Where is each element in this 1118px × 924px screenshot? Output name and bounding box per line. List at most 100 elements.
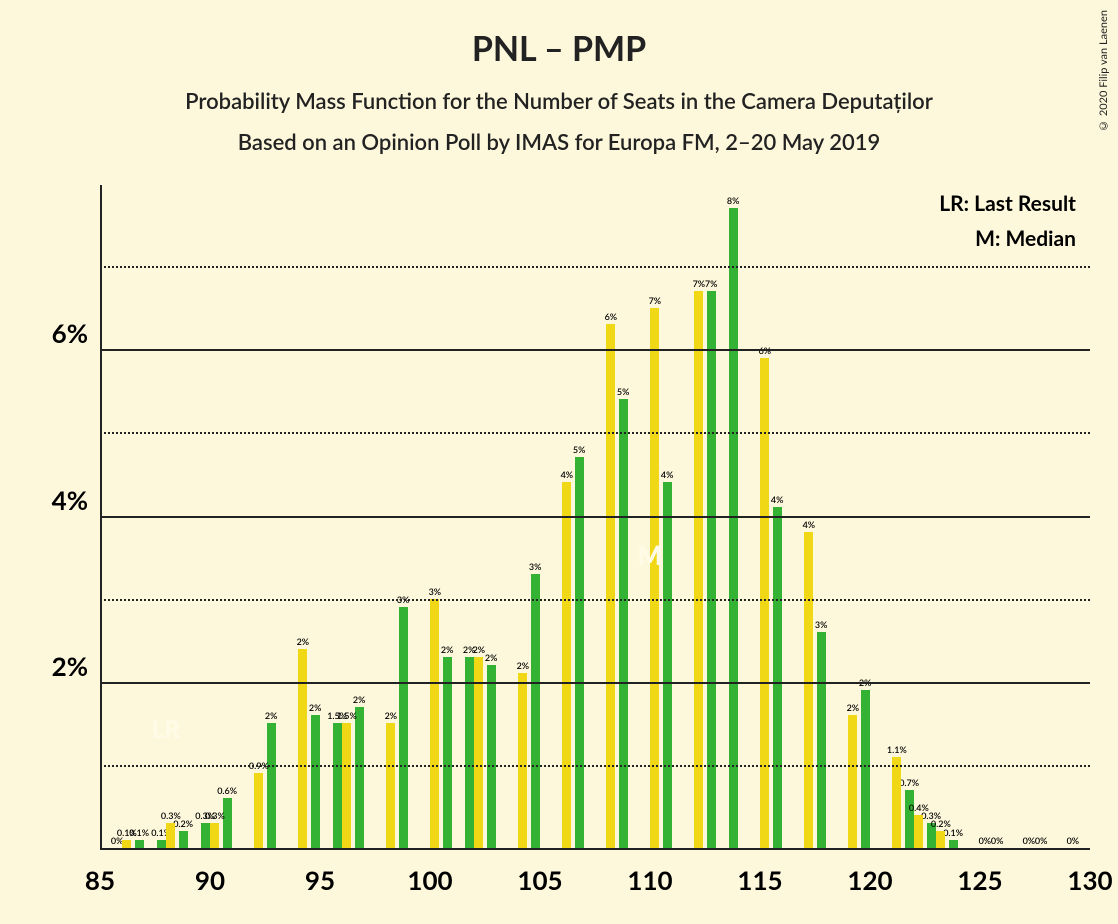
chart-container: © 2020 Filip van Laenen PNL – PMP Probab… — [0, 0, 1118, 924]
bar-value-label: 0.1% — [117, 827, 137, 840]
bar-green: 3% — [531, 574, 540, 848]
bar-value-label: 1.5% — [337, 710, 357, 723]
bar-yellow: 0.1% — [122, 840, 131, 848]
bar-yellow: 3% — [430, 599, 439, 848]
bar-value-label: 8% — [727, 195, 740, 208]
plot-area: LR: Last Result M: Median 0%0.1%0.1%0.2%… — [100, 185, 1090, 850]
y-tick-label: 6% — [52, 317, 100, 349]
gridline-major — [100, 682, 1090, 684]
bar-value-label: 3% — [429, 586, 442, 599]
bar-green: 5% — [619, 399, 628, 848]
chart-title: PNL – PMP — [0, 0, 1118, 69]
bar-green: 4% — [663, 482, 672, 848]
bar-value-label: 2% — [847, 702, 860, 715]
bar-green: 0.1% — [949, 840, 958, 848]
x-tick-label: 100 — [407, 850, 452, 896]
bar-value-label: 3% — [529, 561, 542, 574]
bar-green: 2% — [311, 715, 320, 848]
bars-layer: 0%0.1%0.1%0.2%0.3%0.6%2%2%1.5%2%3%2%2%2%… — [100, 185, 1090, 850]
bar-green: 1.5% — [333, 723, 342, 848]
bar-yellow: 0.9% — [254, 773, 263, 848]
x-tick-label: 105 — [517, 850, 562, 896]
bar-value-label: 0.3% — [205, 810, 225, 823]
bar-yellow: 7% — [650, 308, 659, 848]
chart-subtitle-2: Based on an Opinion Poll by IMAS for Eur… — [0, 128, 1118, 155]
bar-green: 8% — [729, 208, 738, 848]
gridline-minor — [100, 599, 1090, 601]
bar-green: 2% — [465, 657, 474, 848]
x-tick-label: 115 — [737, 850, 782, 896]
bar-green: 2% — [267, 723, 276, 848]
bar-value-label: 2% — [441, 644, 454, 657]
bar-value-label: 0% — [979, 835, 992, 848]
bar-value-label: 2% — [473, 644, 486, 657]
gridline-major — [100, 516, 1090, 518]
bar-value-label: 4% — [803, 519, 816, 532]
bar-value-label: 0.7% — [899, 777, 919, 790]
x-tick-label: 130 — [1067, 850, 1112, 896]
bar-value-label: 0.3% — [161, 810, 181, 823]
bar-yellow: 6% — [606, 324, 615, 848]
bar-green: 0.3% — [201, 823, 210, 848]
bar-yellow: 2% — [386, 723, 395, 848]
bar-value-label: 1.1% — [887, 744, 907, 757]
bar-value-label: 7% — [649, 295, 662, 308]
bar-yellow: 0.4% — [914, 815, 923, 848]
bar-yellow: 4% — [562, 482, 571, 848]
bar-yellow: 0.3% — [210, 823, 219, 848]
bar-green: 4% — [773, 507, 782, 848]
bar-value-label: 2% — [485, 652, 498, 665]
bar-green: 2% — [861, 690, 870, 848]
chart-subtitle-1: Probability Mass Function for the Number… — [0, 87, 1118, 114]
bar-yellow: 6% — [760, 358, 769, 848]
bar-green: 0.6% — [223, 798, 232, 848]
gridline-major — [100, 349, 1090, 351]
bar-green: 3% — [817, 632, 826, 848]
bar-green: 2% — [355, 707, 364, 848]
bar-yellow: 0.2% — [936, 831, 945, 848]
x-tick-label: 90 — [195, 850, 225, 896]
marker-LR: LR — [152, 715, 180, 744]
bar-value-label: 7% — [693, 278, 706, 291]
bar-value-label: 0% — [1023, 835, 1036, 848]
y-tick-label: 4% — [52, 484, 100, 516]
gridline-minor — [100, 765, 1090, 767]
bar-value-label: 0% — [1035, 835, 1048, 848]
bar-yellow: 0.3% — [166, 823, 175, 848]
bar-value-label: 0% — [1067, 835, 1080, 848]
y-tick-label: 2% — [52, 650, 100, 682]
bar-yellow: 4% — [804, 532, 813, 848]
bar-value-label: 2% — [309, 702, 322, 715]
marker-M: M — [638, 539, 663, 571]
x-tick-label: 85 — [85, 850, 115, 896]
bar-yellow: 2% — [474, 657, 483, 848]
x-tick-label: 110 — [627, 850, 672, 896]
bar-yellow: 1.1% — [892, 757, 901, 848]
bar-value-label: 4% — [771, 494, 784, 507]
bar-yellow: 2% — [518, 673, 527, 848]
bar-green: 2% — [443, 657, 452, 848]
bar-value-label: 2% — [265, 710, 278, 723]
bar-green: 2% — [487, 665, 496, 848]
bar-value-label: 2% — [297, 636, 310, 649]
x-tick-label: 120 — [847, 850, 892, 896]
gridline-minor — [100, 266, 1090, 268]
bar-green: 0.1% — [157, 840, 166, 848]
bar-value-label: 7% — [705, 278, 718, 291]
bar-value-label: 5% — [617, 386, 630, 399]
bar-value-label: 0.2% — [931, 818, 951, 831]
bar-yellow: 2% — [848, 715, 857, 848]
bar-value-label: 4% — [661, 469, 674, 482]
bar-value-label: 0% — [991, 835, 1004, 848]
bar-green: 0.1% — [135, 840, 144, 848]
gridline-minor — [100, 432, 1090, 434]
copyright-text: © 2020 Filip van Laenen — [1097, 10, 1110, 132]
bar-green: 0.7% — [905, 790, 914, 848]
bar-value-label: 4% — [561, 469, 574, 482]
bar-green: 3% — [399, 607, 408, 848]
bar-green: 0.2% — [179, 831, 188, 848]
bar-yellow: 1.5% — [342, 723, 351, 848]
bar-value-label: 2% — [385, 710, 398, 723]
x-tick-label: 125 — [957, 850, 1002, 896]
bar-value-label: 3% — [815, 619, 828, 632]
